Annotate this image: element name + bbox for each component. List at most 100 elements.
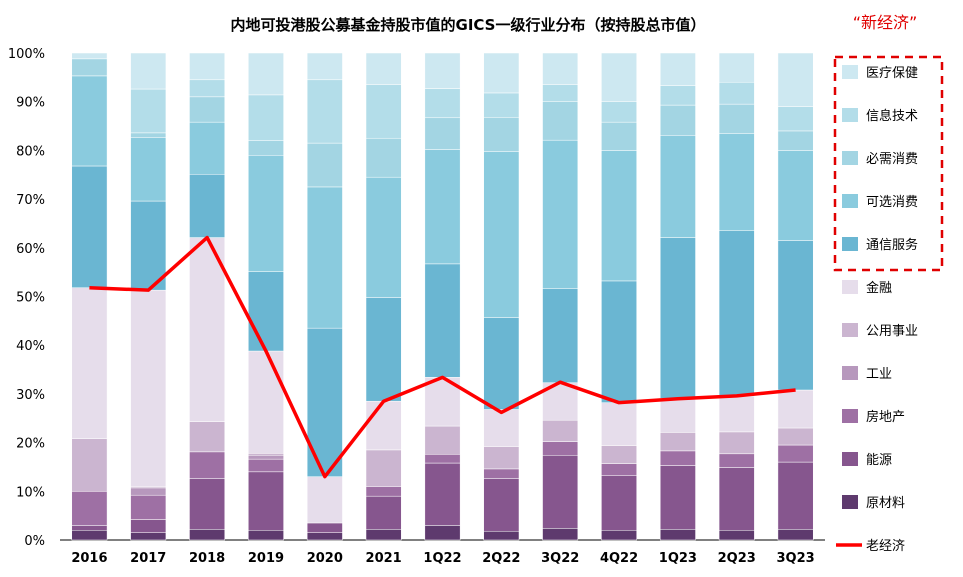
bar-segment: [483, 317, 520, 410]
bar-segment: [777, 130, 814, 151]
bar-segment: [483, 52, 520, 94]
bar-segment: [424, 117, 461, 150]
bar-segment: [483, 446, 520, 470]
bar-segment: [777, 106, 814, 132]
bar-segment: [542, 288, 579, 383]
bar-segment: [424, 454, 461, 464]
x-tick-label: 2020: [307, 551, 343, 566]
bar-segment: [424, 263, 461, 378]
bar-segment: [424, 525, 461, 541]
bar-segment: [659, 85, 696, 106]
bar-segment: [306, 142, 343, 188]
bar-segment: [659, 237, 696, 399]
bar-segment: [424, 425, 461, 455]
bar-segment: [306, 476, 343, 524]
y-tick-label: 10%: [16, 485, 45, 500]
x-tick-label: 4Q22: [600, 551, 638, 566]
bar-segment: [659, 450, 696, 466]
bar-segment: [601, 445, 637, 464]
bar-segment: [71, 530, 108, 541]
bar-segment: [424, 149, 461, 265]
legend-swatch: [842, 452, 858, 466]
bar-segment: [777, 529, 814, 541]
legend-swatch: [842, 409, 858, 423]
bar-segment: [306, 522, 343, 533]
bar-segment: [601, 121, 637, 151]
bar-segment: [777, 52, 814, 107]
bar-segment: [248, 471, 284, 531]
bar-segment: [483, 409, 520, 447]
bar-segment: [248, 52, 284, 96]
bar-segment: [71, 491, 108, 526]
bar-segment: [248, 453, 284, 456]
bar-segment: [777, 389, 814, 429]
bar-segment: [248, 155, 284, 272]
x-tick-label: 3Q23: [776, 551, 814, 566]
bar-segment: [306, 532, 343, 541]
bar-segment: [659, 135, 696, 238]
bar-segment: [542, 455, 579, 529]
bar-segment: [365, 52, 402, 85]
bar-segment: [718, 530, 755, 541]
legend-label: 金融: [866, 280, 892, 296]
x-tick-label: 2019: [248, 551, 284, 566]
bar-segment: [365, 495, 402, 530]
y-tick-label: 90%: [16, 96, 45, 111]
legend-swatch: [842, 237, 858, 251]
bar-segment: [189, 174, 226, 238]
x-tick-label: 2021: [366, 551, 402, 566]
legend-label: 通信服务: [866, 237, 918, 253]
y-tick-label: 80%: [16, 144, 45, 159]
bar-segment: [189, 529, 226, 541]
bar-segment: [130, 519, 167, 533]
y-tick-label: 30%: [16, 388, 45, 403]
bar-segment: [306, 52, 343, 81]
y-tick-label: 60%: [16, 242, 45, 257]
bar-segment: [659, 52, 696, 86]
bar-segment: [71, 52, 108, 60]
bar-segment: [248, 271, 284, 352]
bar-segment: [189, 121, 226, 175]
bar-segment: [601, 52, 637, 102]
bar-segment: [248, 530, 284, 541]
x-tick-label: 2018: [189, 551, 225, 566]
bar-segment: [130, 88, 167, 134]
x-tick-label: 1Q22: [423, 551, 461, 566]
bar-segment: [365, 297, 402, 402]
bar-segment: [71, 438, 108, 492]
legend-swatch: [842, 194, 858, 208]
bar-segment: [777, 150, 814, 241]
chart-title: 内地可投港股公募基金持股市值的GICS一级行业分布（按持股总市值）: [231, 16, 706, 34]
bar-segment: [424, 52, 461, 89]
bar-segment: [718, 133, 755, 232]
bar-segment: [659, 465, 696, 530]
legend-swatch: [842, 323, 858, 337]
legend-label: 工业: [866, 367, 892, 382]
bar-segment: [365, 449, 402, 487]
bar-segment: [424, 88, 461, 119]
bar-segment: [365, 400, 402, 451]
bar-segment: [365, 486, 402, 497]
bar-segment: [659, 398, 696, 433]
bar-segment: [130, 487, 167, 496]
bar-segment: [424, 462, 461, 526]
x-axis: 2016 2017 2018 2019 2020 2021 1Q22 2Q22 3Q22 4Q22…: [71, 551, 814, 566]
y-tick-label: 20%: [16, 437, 45, 452]
x-tick-label: 2Q23: [718, 551, 756, 566]
bar-segment: [365, 176, 402, 298]
legend-label: 老经济: [866, 539, 905, 554]
new-economy-annotation: “新经济”: [853, 13, 918, 32]
bar-segment: [248, 140, 284, 156]
bar-segment: [248, 94, 284, 141]
bar-segment: [365, 137, 402, 178]
bar-segment: [718, 467, 755, 531]
bar-segment: [71, 525, 108, 531]
legend-label: 信息技术: [866, 108, 918, 124]
bar-segment: [777, 461, 814, 530]
bar-segment: [601, 101, 637, 123]
bar-segment: [718, 396, 755, 433]
bar-segment: [130, 132, 167, 138]
bar-segment: [601, 463, 637, 476]
bar-segment: [483, 478, 520, 532]
